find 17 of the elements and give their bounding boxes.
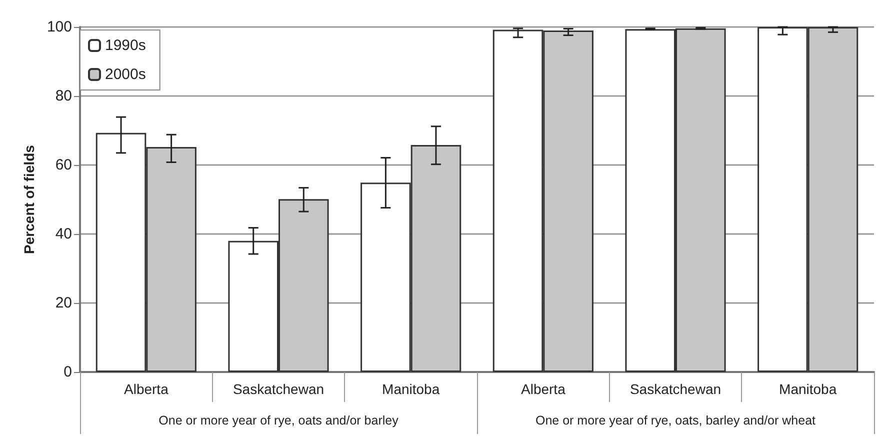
y-tick-label: 40 <box>55 226 72 242</box>
text: One or more year of rye, oats, barley and/or wheat <box>536 414 816 428</box>
x-tick-label: Manitoba <box>779 381 837 397</box>
legend-label: 1990s <box>105 37 146 54</box>
y-axis-title: Percent of fields <box>21 144 38 254</box>
text: One or more year of rye, oats and/or barley <box>158 414 400 428</box>
y-tick-label: 80 <box>55 88 72 104</box>
y-tick-label: 0 <box>64 364 72 380</box>
x-tick-label: Alberta <box>520 381 566 397</box>
y-tick-label: 60 <box>55 156 72 174</box>
y-tick-label: 20 <box>55 294 72 312</box>
x-tick-label: Saskatchewan <box>630 381 722 397</box>
y-tick-label: 100 <box>46 18 72 36</box>
legend-label: 2000s <box>105 66 146 83</box>
x-tick-label: Saskatchewan <box>232 381 324 397</box>
x-tick-label: Alberta <box>124 381 169 397</box>
x-tick-label: Manitoba <box>382 381 440 397</box>
